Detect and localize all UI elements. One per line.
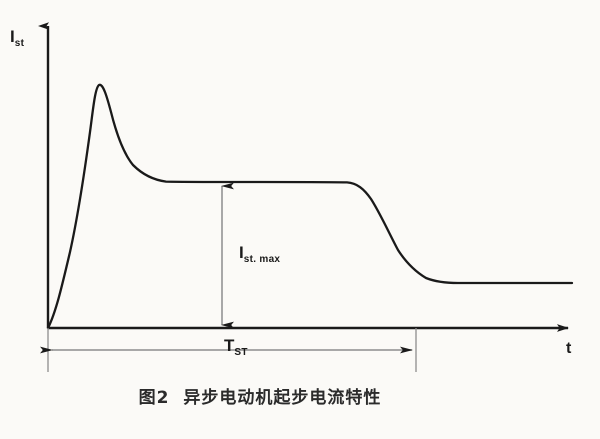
current-curve (46, 83, 574, 330)
figure-caption: 图2 异步电动机起步电流特性 (0, 383, 520, 408)
tst-label-subscript: ST (234, 347, 248, 359)
tst-label: TST (224, 337, 248, 358)
ist-max-label-base: I (239, 243, 244, 262)
x-axis-label-base: t (566, 340, 572, 357)
y-axis-label-base: I (10, 27, 15, 46)
figure-caption-text: 异步电动机起步电流特性 (183, 388, 382, 408)
ist-max-label: Ist. max (239, 244, 280, 265)
y-axis-label-subscript: st (14, 38, 25, 50)
ist-max-label-subscript: st. max (243, 254, 281, 266)
tst-label-base: T (224, 336, 235, 355)
figure-caption-number: 图2 (138, 388, 170, 408)
y-axis-label: Ist (10, 28, 24, 49)
x-axis-label: t (566, 341, 571, 357)
